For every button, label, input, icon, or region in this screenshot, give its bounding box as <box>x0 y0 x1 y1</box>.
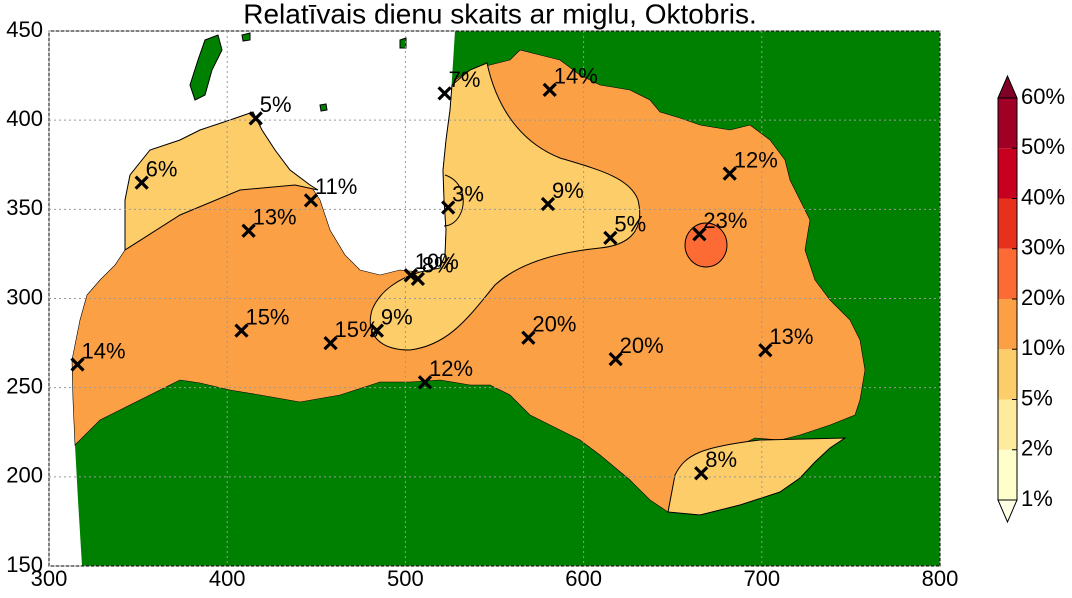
colorbar-band <box>998 98 1017 149</box>
station-marker <box>70 357 85 372</box>
data-label: 3% <box>452 181 484 206</box>
colorbar-band <box>998 248 1017 299</box>
x-tick-label: 800 <box>922 566 959 591</box>
contour-line <box>443 174 464 227</box>
data-label: 14% <box>554 64 598 89</box>
island <box>399 37 407 49</box>
colorbar-band <box>998 449 1017 500</box>
station-marker <box>441 200 456 215</box>
y-tick-label: 300 <box>6 284 43 309</box>
station-marker <box>521 330 536 345</box>
x-tick-label: 500 <box>387 566 424 591</box>
y-tick-label: 450 <box>6 17 43 42</box>
station-marker <box>540 196 556 212</box>
data-label: 23% <box>703 208 747 233</box>
data-label: 15% <box>245 304 289 329</box>
island <box>319 103 328 112</box>
station-marker <box>722 166 737 181</box>
colorbar-tick-label: 20% <box>1021 285 1065 310</box>
data-label: 10% <box>415 249 459 274</box>
data-label: 14% <box>82 338 126 363</box>
station-marker <box>417 375 433 390</box>
data-label: 5% <box>614 212 646 237</box>
colorbar-tick-label: 5% <box>1021 385 1053 410</box>
data-label: 7% <box>449 67 481 92</box>
station-marker <box>692 227 707 242</box>
colorbar-band <box>998 299 1017 350</box>
station-marker <box>241 223 256 238</box>
station-marker <box>542 82 557 97</box>
colorbar-tick-label: 30% <box>1021 235 1065 260</box>
colorbar-tick-label: 1% <box>1021 486 1053 511</box>
data-label: 13% <box>253 205 297 230</box>
data-label: 9% <box>381 304 413 329</box>
data-label: 13% <box>769 324 813 349</box>
x-tick-label: 600 <box>565 566 602 591</box>
y-tick-label: 150 <box>6 552 43 577</box>
colorbar-extend <box>997 499 1018 524</box>
colorbar-extend <box>997 74 1018 99</box>
data-label: 20% <box>620 333 664 358</box>
data-label: 5% <box>260 92 292 117</box>
data-label: 8% <box>705 447 737 472</box>
station-marker <box>603 230 618 245</box>
station-marker <box>437 86 452 101</box>
colorbar-tick-label: 40% <box>1021 184 1065 209</box>
contour-region <box>124 111 319 251</box>
station-marker <box>608 352 623 367</box>
contour-region <box>684 222 728 268</box>
x-tick-label: 300 <box>31 566 68 591</box>
island <box>189 34 223 101</box>
station-marker <box>694 466 709 481</box>
colorbar-tick-label: 60% <box>1021 84 1065 109</box>
colorbar-tick-label: 2% <box>1021 436 1053 461</box>
data-label: 8% <box>422 253 454 278</box>
station-marker <box>248 111 263 126</box>
data-label: 15% <box>335 317 379 342</box>
sea <box>49 31 455 566</box>
x-tick-label: 700 <box>743 566 780 591</box>
chart-title: Relatīvais dienu skaits ar miglu, Oktobr… <box>243 0 757 29</box>
data-label: 6% <box>146 156 178 181</box>
data-label: 9% <box>552 178 584 203</box>
station-marker <box>758 343 773 358</box>
colorbar-band <box>998 399 1017 450</box>
colorbar-band <box>998 148 1017 199</box>
station-marker <box>303 193 319 208</box>
y-tick-label: 200 <box>6 463 43 488</box>
contour-region <box>667 437 847 516</box>
colorbar-band <box>998 198 1017 249</box>
colorbar-band <box>998 349 1017 400</box>
data-label: 20% <box>532 312 576 337</box>
station-marker <box>369 323 385 338</box>
x-tick-label: 400 <box>209 566 246 591</box>
data-label: 12% <box>734 147 778 172</box>
station-marker <box>410 271 426 287</box>
station-marker <box>134 175 149 190</box>
data-label: 12% <box>429 356 473 381</box>
station-marker <box>234 323 249 338</box>
y-tick-label: 400 <box>6 106 43 131</box>
station-marker <box>403 268 418 283</box>
y-tick-label: 250 <box>6 373 43 398</box>
station-marker <box>323 335 338 351</box>
contour-region <box>369 62 641 351</box>
colorbar-tick-label: 10% <box>1021 335 1065 360</box>
island <box>241 32 251 42</box>
colorbar-tick-label: 50% <box>1021 134 1065 159</box>
y-tick-label: 350 <box>6 195 43 220</box>
data-label: 11% <box>315 174 357 199</box>
